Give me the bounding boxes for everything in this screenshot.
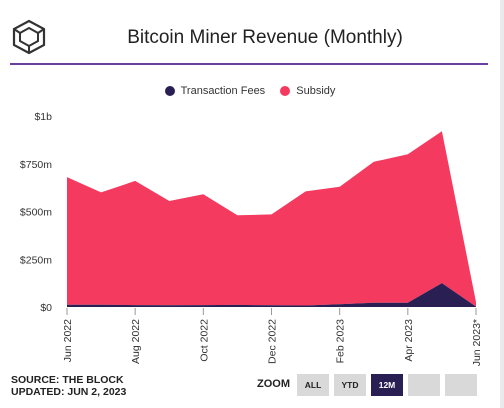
x-tick-label: Apr 2023 [403,319,415,362]
zoom-ytd-button[interactable]: YTD [334,374,366,396]
title-divider [10,63,488,65]
chart-title: Bitcoin Miner Revenue (Monthly) [127,27,403,48]
source-line: SOURCE: THE BLOCK [11,374,124,386]
x-tick-label: Feb 2023 [335,319,347,364]
legend-label-subsidy: Subsidy [296,85,336,97]
legend-dot-fees [164,86,175,96]
x-tick-label: Dec 2022 [267,319,279,364]
y-tick-label: $1b [34,111,52,123]
y-tick-label: $500m [20,207,52,219]
series-area-subsidy[interactable] [67,131,476,307]
revenue-chart: $0 $250m $500m $750m $1b Jun 2022 Aug 2022 Oct… [20,111,483,366]
x-tick-label: Jun 2022 [62,319,74,362]
the-block-logo-icon [11,19,47,55]
y-axis: $0 $250m $500m $750m $1b [20,111,52,314]
legend-label-fees: Transaction Fees [180,85,266,97]
zoom-option-4-button[interactable] [408,374,440,396]
zoom-12m-button[interactable]: 12M [371,374,403,396]
source-note: SOURCE: THE BLOCK UPDATED: JUN 2, 2023 [11,374,126,398]
scrollbar-edge [500,0,504,408]
x-tick-label: Aug 2022 [130,319,142,364]
legend-dot-subsidy [280,86,291,96]
legend: Transaction Fees Subsidy [0,85,500,99]
y-tick-label: $250m [20,254,52,266]
x-tick-label: Oct 2022 [198,319,210,362]
updated-line: UPDATED: JUN 2, 2023 [11,386,127,398]
x-tick-label: Jun 2023* [471,319,483,366]
x-axis: Jun 2022 Aug 2022 Oct 2022 Dec 2022 Feb 2023… [62,308,483,366]
legend-item-fees[interactable]: Transaction Fees [164,85,266,97]
y-tick-label: $750m [20,159,52,171]
zoom-all-button[interactable]: ALL [297,374,329,396]
legend-item-subsidy[interactable]: Subsidy [280,85,335,97]
zoom-label: ZOOM [257,378,290,390]
series-area-transaction-fees[interactable] [67,283,476,307]
y-tick-label: $0 [40,302,52,314]
zoom-option-5-button[interactable] [445,374,477,396]
series-areas [67,131,476,307]
